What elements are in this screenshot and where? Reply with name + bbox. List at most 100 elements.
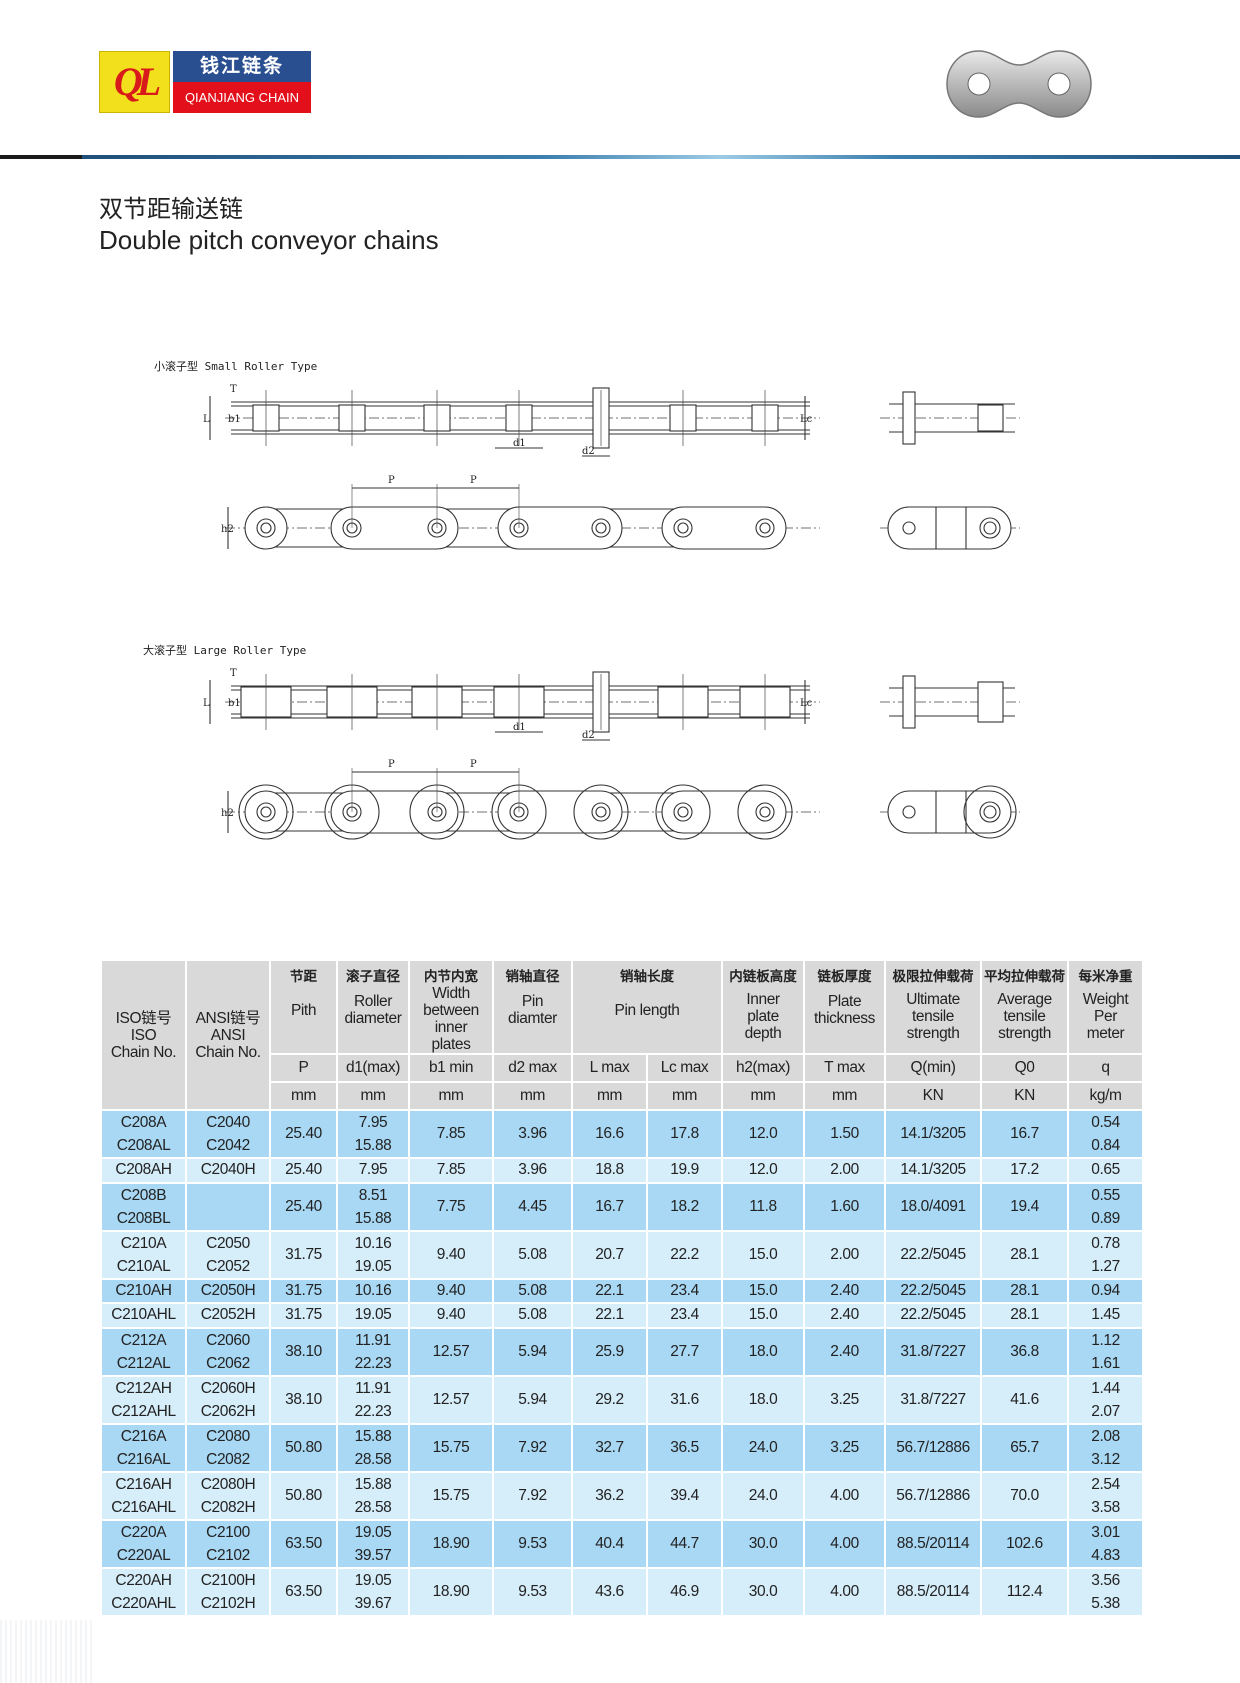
cell-Q0: 65.7: [980, 1422, 1070, 1473]
cell-h2: 11.8: [721, 1181, 806, 1232]
cell-d1: 10.16: [336, 1277, 410, 1304]
cell-q: 1.45: [1067, 1302, 1145, 1329]
cell-q: 3.56 5.38: [1067, 1566, 1145, 1617]
cell-value: 1.61: [1091, 1354, 1120, 1372]
cell-ansi: C2080H C2082H: [185, 1470, 271, 1521]
cell-h2: 15.0: [721, 1302, 806, 1329]
cell-h2: 18.0: [721, 1326, 806, 1377]
header-text: thickness: [814, 1010, 876, 1027]
outer-link-plate: [330, 790, 459, 834]
pin: [595, 522, 607, 534]
column-symbol-Lc: Lc max: [645, 1053, 724, 1083]
header-text: meter: [1086, 1025, 1125, 1042]
cell-value: C220AL: [116, 1546, 171, 1564]
cell-q: 3.01 4.83: [1067, 1518, 1145, 1569]
cell-value: 1.44: [1091, 1379, 1120, 1397]
cell-T: 3.25: [803, 1422, 887, 1473]
cell-q: 0.65: [1067, 1157, 1145, 1184]
cell-value: C2100: [206, 1523, 250, 1541]
outer-link-plate: [661, 506, 787, 550]
pin: [759, 806, 771, 818]
column-symbol-Q: Q(min): [884, 1053, 983, 1083]
header-text: diameter: [344, 1010, 402, 1027]
large-roller: [238, 784, 294, 840]
ansi-header: ANSI链号 ANSI Chain No.: [185, 959, 271, 1111]
cell-P: 63.50: [269, 1518, 338, 1569]
pin: [983, 805, 997, 819]
cell-Q0: 28.1: [980, 1277, 1070, 1304]
cell-b1: 7.75: [408, 1181, 494, 1232]
cell-d2: 9.53: [492, 1518, 573, 1569]
cell-value: C212AH: [115, 1379, 172, 1397]
dim-label-L: L: [203, 414, 210, 425]
cell-P: 31.75: [269, 1277, 338, 1304]
cell-b1: 18.90: [408, 1518, 494, 1569]
cell-L: 18.8: [571, 1157, 648, 1184]
cell-Lc: 23.4: [645, 1277, 724, 1304]
cell-value: C208B: [120, 1186, 167, 1204]
pin-hole: [256, 518, 276, 538]
outer-link-plate: [497, 790, 623, 834]
dim-label-d1: d1: [513, 722, 526, 733]
column-unit-Q0: KN: [980, 1081, 1070, 1111]
cell-Q: 18.0/4091: [884, 1181, 983, 1232]
cell-iso: C208B C208BL: [100, 1181, 187, 1232]
cell-q: 1.12 1.61: [1067, 1326, 1145, 1377]
cell-d1: 19.05 39.67: [336, 1566, 410, 1617]
chain-link-plate-icon: [946, 50, 1092, 118]
cell-value: 0.65: [1091, 1161, 1120, 1179]
column-header-en: Average tensile strength: [982, 991, 1067, 1042]
cell-value: 15.88: [354, 1475, 392, 1493]
column-header-cn: 平均拉伸载荷: [984, 969, 1066, 985]
cell-value: 0.84: [1091, 1137, 1120, 1154]
cell-value: C208BL: [116, 1209, 171, 1227]
cell-value: C220AHL: [111, 1594, 176, 1612]
column-unit-h2: mm: [721, 1081, 806, 1111]
cell-value: C216A: [120, 1427, 167, 1445]
cell-q: 1.44 2.07: [1067, 1374, 1145, 1425]
cell-value: 3.58: [1091, 1498, 1120, 1516]
column-header-cn: 链板厚度: [817, 969, 872, 985]
cell-value: 1.45: [1091, 1306, 1120, 1324]
outer-link-plate: [497, 506, 623, 550]
header-text: Per: [1094, 1008, 1117, 1025]
cell-value: C208AH: [115, 1161, 172, 1179]
cell-ansi: C2100 C2102: [185, 1518, 271, 1569]
cell-Lc: 27.7: [645, 1326, 724, 1377]
column-header-en: Inner plate depth: [723, 991, 803, 1042]
cell-Q0: 28.1: [980, 1229, 1070, 1280]
cell-h2: 30.0: [721, 1566, 806, 1617]
decorative-corner: [0, 1620, 95, 1683]
cell-value: 19.05: [354, 1306, 392, 1324]
cell-T: 2.40: [803, 1302, 887, 1329]
cell-Q: 56.7/12886: [884, 1470, 983, 1521]
cell-value: 39.67: [354, 1594, 392, 1612]
pin: [902, 391, 916, 445]
cell-b1: 9.40: [408, 1277, 494, 1304]
large-roller-type-label: 大滚子型 Large Roller Type: [143, 644, 307, 657]
link-plate: [887, 790, 1012, 834]
pin: [677, 522, 689, 534]
cell-Q0: 17.2: [980, 1157, 1070, 1184]
column-symbol-q: q: [1067, 1053, 1145, 1083]
cell-L: 32.7: [571, 1422, 648, 1473]
cell-b1: 7.85: [408, 1157, 494, 1184]
dim-label-h2: h2: [221, 524, 234, 535]
column-header-en: Weight Per meter: [1069, 991, 1142, 1042]
cell-value: 3.01: [1091, 1523, 1120, 1541]
cell-d1: 8.51 15.88: [336, 1181, 410, 1232]
cell-value: 1.12: [1091, 1331, 1120, 1349]
header-text: Pin: [521, 993, 544, 1010]
roller-hole: [979, 801, 1001, 823]
cell-ansi: C2060 C2062: [185, 1326, 271, 1377]
pin: [983, 521, 997, 535]
cell-h2: 15.0: [721, 1277, 806, 1304]
cell-Q: 31.8/7227: [884, 1326, 983, 1377]
cell-Q: 88.5/20114: [884, 1566, 983, 1617]
cell-value: C2060H: [200, 1379, 256, 1397]
cell-d2: 7.92: [492, 1470, 573, 1521]
cell-d2: 5.94: [492, 1326, 573, 1377]
column-symbol-P: P: [269, 1053, 338, 1083]
cell-value: 10.16: [354, 1281, 392, 1299]
table-row: C220AH C220AHL C2100H C2102H 63.50 19.05 39.67…: [100, 1566, 1145, 1617]
